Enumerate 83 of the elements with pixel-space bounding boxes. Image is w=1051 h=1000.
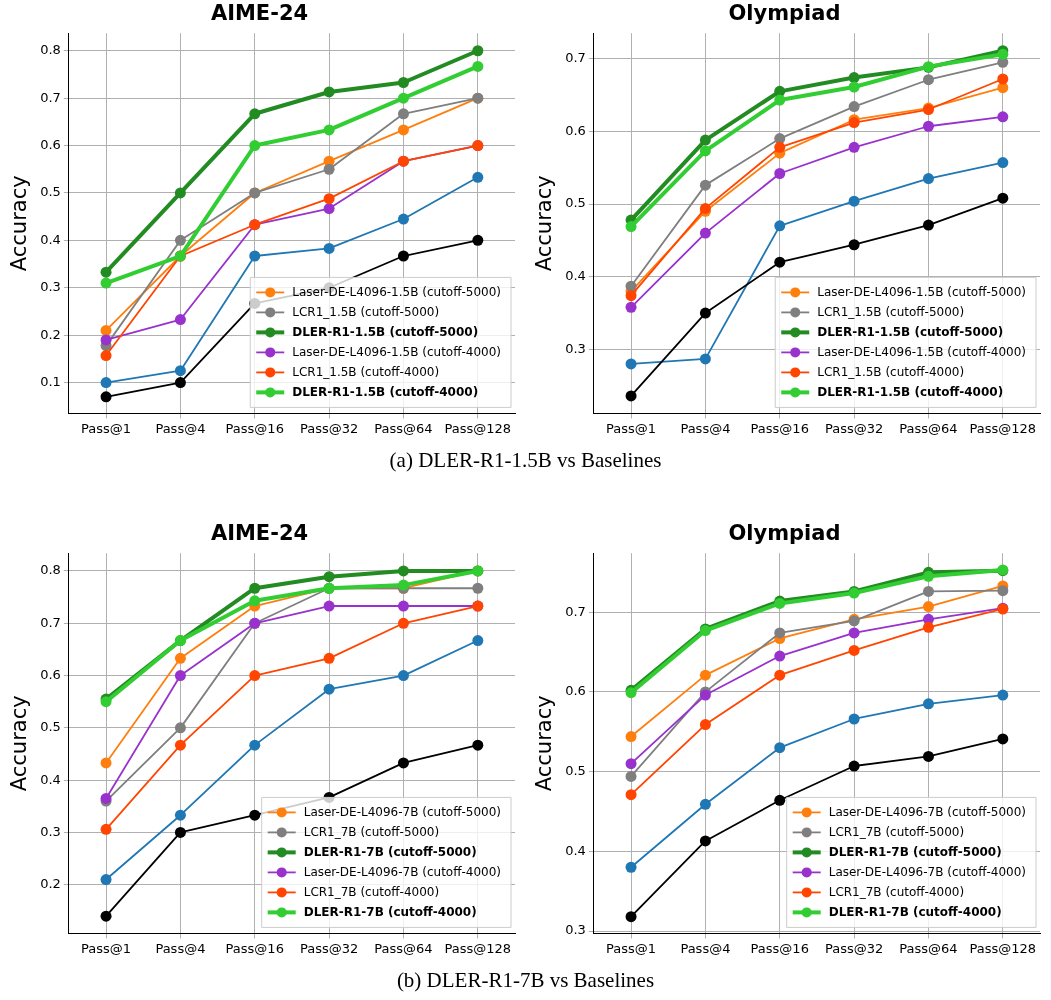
x-tick-label: Pass@32 [824,940,884,956]
chart-title: AIME-24 [210,521,309,546]
chart-title: Olympiad [728,521,841,546]
x-tick-label: Pass@32 [824,420,884,436]
chart-title: Olympiad [728,1,841,26]
y-tick-label: 0.4 [40,771,61,787]
legend-label: Laser-DE-L4096-7B (cutoff-4000) [303,864,501,879]
legend-label: DLER-R1-1.5B (cutoff-4000) [817,384,1004,399]
y-tick-label: 0.1 [40,373,61,389]
y-tick-label: 0.3 [565,340,586,356]
x-tick-label: Pass@1 [81,420,132,436]
x-tick-label: Pass@64 [374,940,433,956]
y-tick-label: 0.4 [565,842,586,858]
y-axis-title: Accuracy [7,175,32,272]
y-tick-label: 0.3 [40,823,61,839]
y-tick-label: 0.8 [40,562,61,578]
text: (b) DLER-R1-7B vs Baselines [395,968,656,993]
x-tick-label: Pass@16 [750,420,809,436]
legend-label: LCR1_7B (cutoff-5000) [303,824,440,839]
y-tick-label: 0.6 [40,136,61,152]
legend-label: Laser-DE-L4096-7B (cutoff-5000) [303,804,501,819]
y-tick-label: 0.7 [40,89,61,105]
y-tick-label: 0.5 [40,719,61,735]
legend-label: Laser-DE-L4096-7B (cutoff-4000) [828,864,1026,879]
x-tick-label: Pass@1 [606,420,657,436]
y-tick-label: 0.7 [40,614,61,630]
legend-label: LCR1_1.5B (cutoff-4000) [292,364,440,379]
x-tick-label: Pass@128 [444,420,512,436]
legend-label: Laser-DE-L4096-7B (cutoff-5000) [828,804,1026,819]
y-tick-label: 0.2 [40,326,61,342]
x-tick-label: Pass@128 [969,940,1037,956]
y-tick-label: 0.7 [565,50,586,66]
x-tick-label: Pass@4 [155,420,206,436]
legend-label: DLER-R1-1.5B (cutoff-5000) [817,324,1004,339]
y-tick-label: 0.2 [40,876,61,892]
y-tick-label: 0.8 [40,42,61,58]
x-tick-label: Pass@64 [899,940,958,956]
y-axis-title: Accuracy [532,695,557,792]
legend-label: Laser-DE-L4096-1.5B (cutoff-5000) [817,284,1027,299]
legend-label: LCR1_7B (cutoff-4000) [303,884,440,899]
legend-label: LCR1_1.5B (cutoff-4000) [817,364,965,379]
x-tick-label: Pass@32 [299,940,359,956]
y-tick-label: 0.4 [40,231,61,247]
legend-label: DLER-R1-7B (cutoff-4000) [303,904,477,919]
y-tick-label: 0.3 [565,922,586,938]
x-tick-label: Pass@1 [81,940,132,956]
x-tick-label: Pass@64 [374,420,433,436]
y-tick-label: 0.6 [565,683,586,699]
y-tick-label: 0.5 [565,195,586,211]
y-tick-label: 0.5 [40,184,61,200]
x-tick-label: Pass@4 [155,940,206,956]
x-tick-label: Pass@16 [225,940,284,956]
legend-label: DLER-R1-7B (cutoff-5000) [828,844,1002,859]
legend-label: LCR1_1.5B (cutoff-5000) [817,304,965,319]
x-tick-label: Pass@32 [299,420,359,436]
x-tick-label: Pass@128 [969,420,1037,436]
legend-label: DLER-R1-1.5B (cutoff-5000) [292,324,479,339]
y-axis-title: Accuracy [7,695,32,792]
x-tick-label: Pass@64 [899,420,958,436]
y-tick-label: 0.4 [565,268,586,284]
x-tick-label: Pass@4 [680,940,731,956]
x-tick-label: Pass@128 [444,940,512,956]
legend-label: Laser-DE-L4096-1.5B (cutoff-4000) [817,344,1027,359]
text: (a) DLER-R1-1.5B vs Baselines [388,448,663,473]
x-tick-label: Pass@16 [225,420,284,436]
legend-label: Laser-DE-L4096-1.5B (cutoff-5000) [292,284,502,299]
y-tick-label: 0.7 [565,603,586,619]
chart-title: AIME-24 [210,1,309,26]
x-tick-label: Pass@1 [606,940,657,956]
y-tick-label: 0.6 [40,666,61,682]
legend-label: DLER-R1-7B (cutoff-4000) [828,904,1002,919]
y-tick-label: 0.3 [40,279,61,295]
y-axis-title: Accuracy [532,175,557,272]
legend-label: LCR1_7B (cutoff-5000) [828,824,965,839]
legend-label: DLER-R1-1.5B (cutoff-4000) [292,384,479,399]
x-tick-label: Pass@16 [750,940,809,956]
legend-label: Laser-DE-L4096-1.5B (cutoff-4000) [292,344,502,359]
legend-label: LCR1_1.5B (cutoff-5000) [292,304,440,319]
legend-label: DLER-R1-7B (cutoff-5000) [303,844,477,859]
y-tick-label: 0.5 [565,762,586,778]
y-tick-label: 0.6 [565,122,586,138]
x-tick-label: Pass@4 [680,420,731,436]
legend-label: LCR1_7B (cutoff-4000) [828,884,965,899]
